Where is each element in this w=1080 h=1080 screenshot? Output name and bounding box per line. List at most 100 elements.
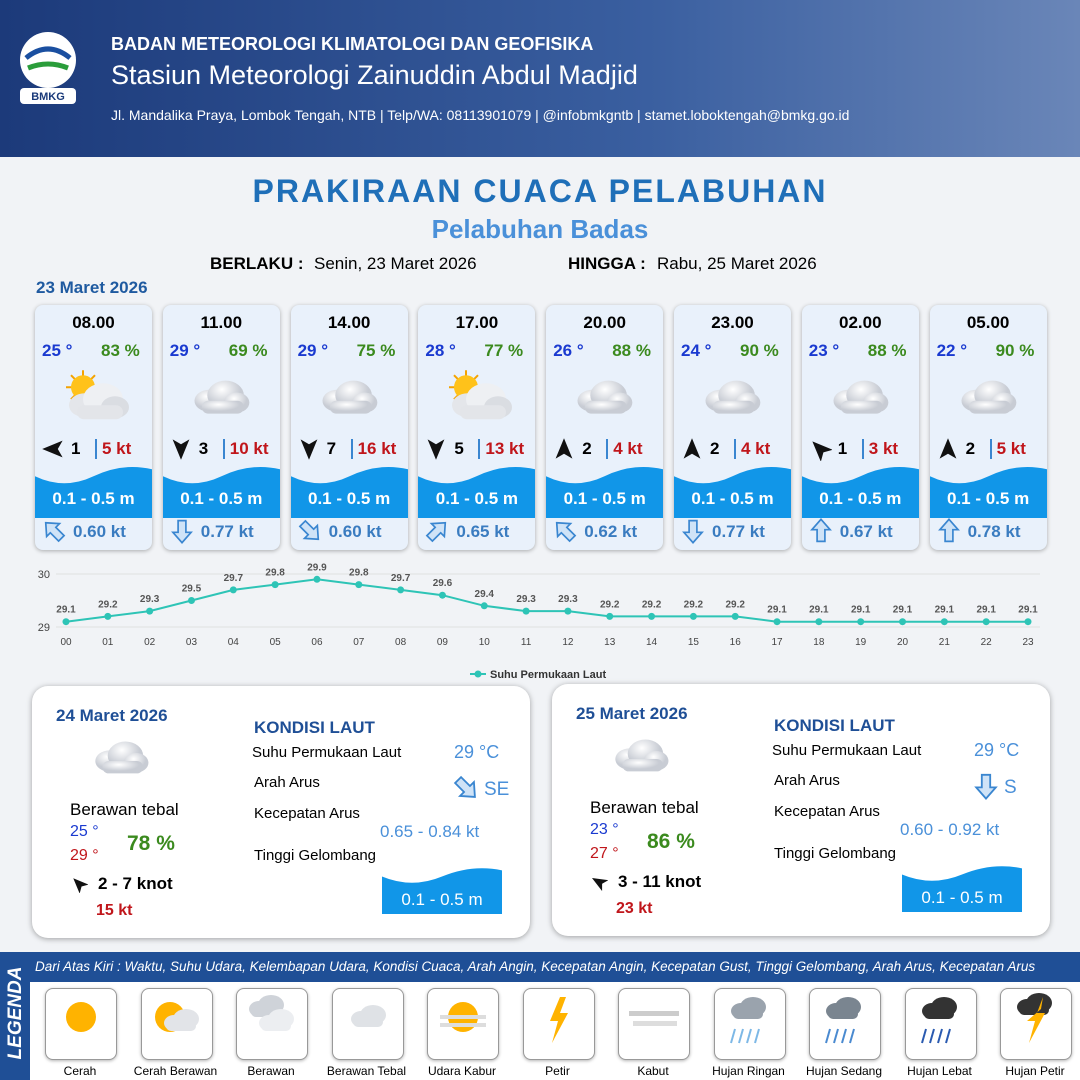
wave-bg bbox=[162, 460, 280, 523]
current-dir: SE bbox=[484, 779, 510, 800]
data-label: 29.3 bbox=[516, 594, 536, 605]
current-direction bbox=[297, 518, 323, 549]
current-speed: 0.65 - 0.84 kt bbox=[380, 822, 480, 841]
temperature: 25 ° bbox=[42, 341, 73, 360]
wind: 3 - 11 knot bbox=[618, 872, 702, 891]
wave-height: 0.1 - 0.5 m bbox=[307, 489, 391, 508]
weather-icon bbox=[59, 367, 129, 425]
wave-bg bbox=[382, 862, 502, 919]
data-label: 29.6 bbox=[433, 578, 453, 589]
x-tick-label: 00 bbox=[60, 637, 72, 648]
current-dir-label: Arah Arus bbox=[774, 772, 840, 789]
sst-point bbox=[355, 581, 363, 589]
legend-label: Cerah Berawan bbox=[133, 1064, 218, 1078]
sst: 29 °C bbox=[454, 742, 500, 762]
x-tick-label: 14 bbox=[646, 637, 658, 648]
wave: 0.1 - 0.5 m bbox=[921, 888, 1003, 907]
wind-speed: 2 bbox=[582, 439, 592, 458]
x-tick-label: 20 bbox=[897, 637, 909, 648]
condition: Berawan tebal bbox=[590, 798, 699, 817]
legend-label: Berawan bbox=[247, 1064, 295, 1078]
x-tick-label: 15 bbox=[688, 637, 700, 648]
humidity: 90 % bbox=[740, 341, 779, 360]
forecast-card: 08.00 25 ° 83 % 1 5 kt 0.1 - 0.5 m 0.60 kt bbox=[35, 305, 152, 550]
x-tick-label: 23 bbox=[1022, 637, 1034, 648]
header: BMKG BADAN METEOROLOGI KLIMATOLOGI DAN G… bbox=[0, 0, 1080, 157]
y-tick-label: 29 bbox=[38, 622, 50, 634]
sst-point bbox=[564, 607, 572, 615]
current-speed: 0.77 kt bbox=[712, 522, 765, 541]
wave-height: 0.1 - 0.5 m bbox=[819, 489, 902, 508]
gust: 5 kt bbox=[95, 439, 131, 459]
wind-direction bbox=[70, 875, 89, 898]
current-arrow bbox=[452, 774, 480, 807]
subtitle: Pelabuhan Badas bbox=[431, 214, 649, 244]
x-tick-label: 21 bbox=[939, 637, 951, 648]
x-tick-label: 09 bbox=[437, 637, 449, 648]
data-label: 29.1 bbox=[767, 605, 787, 616]
data-label: 29.1 bbox=[893, 605, 913, 616]
sst-point bbox=[899, 618, 907, 626]
forecast-card: 11.00 29 ° 69 % 3 10 kt 0.1 - 0.5 m 0.77 kt bbox=[162, 305, 280, 550]
x-tick-label: 05 bbox=[270, 637, 282, 648]
time: 14.00 bbox=[327, 313, 371, 332]
current-speed: 0.62 kt bbox=[584, 522, 638, 541]
forecast-card: 14.00 29 ° 75 % 7 16 kt 0.1 - 0.5 m 0.60 kt bbox=[290, 305, 408, 550]
temperature: 28 ° bbox=[425, 341, 456, 360]
forecast-card: 02.00 23 ° 88 % 1 3 kt 0.1 - 0.5 m 0.67 kt bbox=[801, 305, 919, 550]
data-label: 29.1 bbox=[809, 605, 829, 616]
data-label: 29.7 bbox=[391, 573, 411, 584]
sst-point bbox=[606, 612, 614, 620]
wind-direction bbox=[808, 437, 833, 466]
legend-icon bbox=[1000, 988, 1072, 1060]
data-label: 29.2 bbox=[725, 599, 745, 610]
legend-label: Hujan Sedang bbox=[805, 1064, 883, 1078]
org: BADAN METEOROLOGI KLIMATOLOGI DAN GEOFIS… bbox=[111, 34, 594, 54]
y-tick-label: 30 bbox=[38, 569, 50, 581]
wind-speed: 2 bbox=[710, 439, 720, 458]
legend-label: Kabut bbox=[637, 1064, 669, 1078]
current-direction bbox=[936, 518, 962, 549]
legend-label: Hujan Petir bbox=[1005, 1064, 1065, 1078]
wind-direction bbox=[169, 437, 193, 466]
wind-direction bbox=[936, 437, 960, 466]
wave-height: 0.1 - 0.5 m bbox=[946, 489, 1030, 508]
sst-point bbox=[313, 575, 321, 583]
legend-label: Cerah bbox=[63, 1064, 97, 1078]
wind-direction bbox=[41, 437, 65, 466]
forecast-card: 23.00 24 ° 90 % 2 4 kt 0.1 - 0.5 m 0.77 kt bbox=[674, 305, 791, 550]
time: 02.00 bbox=[839, 313, 882, 332]
current-speed: 0.67 kt bbox=[839, 522, 893, 541]
sst-point bbox=[438, 591, 446, 599]
weather-icon bbox=[956, 377, 1020, 420]
x-tick-label: 12 bbox=[562, 637, 574, 648]
sst-point bbox=[982, 618, 990, 626]
legend-label: Hujan Ringan bbox=[712, 1064, 785, 1078]
weather-icon bbox=[189, 377, 253, 420]
x-tick-label: 19 bbox=[855, 637, 867, 648]
legend-icon bbox=[618, 988, 690, 1060]
wind-speed: 2 bbox=[965, 439, 976, 458]
weather-icon bbox=[828, 377, 892, 420]
time: 08.00 bbox=[72, 313, 115, 332]
weather-icon bbox=[442, 367, 513, 425]
sst-point bbox=[1024, 618, 1032, 626]
valid-until-label: HINGGA : bbox=[568, 254, 646, 273]
station: Stasiun Meteorologi Zainuddin Abdul Madj… bbox=[111, 60, 638, 90]
temperature: 23 ° bbox=[808, 341, 840, 360]
wave-label: Tinggi Gelombang bbox=[254, 847, 377, 864]
legend-icon bbox=[140, 988, 213, 1060]
valid-from-label: BERLAKU : bbox=[210, 254, 304, 273]
data-label: 29.8 bbox=[349, 568, 369, 579]
forecast-card: 17.00 28 ° 77 % 5 13 kt 0.1 - 0.5 m 0.65 kt bbox=[418, 305, 536, 550]
sst-label: Suhu Permukaan Laut bbox=[252, 744, 402, 761]
wave-height: 0.1 - 0.5 m bbox=[180, 489, 263, 508]
sst-point bbox=[397, 586, 405, 594]
legend: LEGENDA Dari Atas Kiri : Waktu, Suhu Uda… bbox=[0, 952, 1080, 1080]
date: 24 Maret 2026 bbox=[56, 706, 168, 725]
sst-point bbox=[104, 612, 112, 620]
data-label: 29.3 bbox=[558, 594, 578, 605]
current-direction bbox=[169, 518, 195, 549]
wave-bg bbox=[35, 460, 152, 523]
